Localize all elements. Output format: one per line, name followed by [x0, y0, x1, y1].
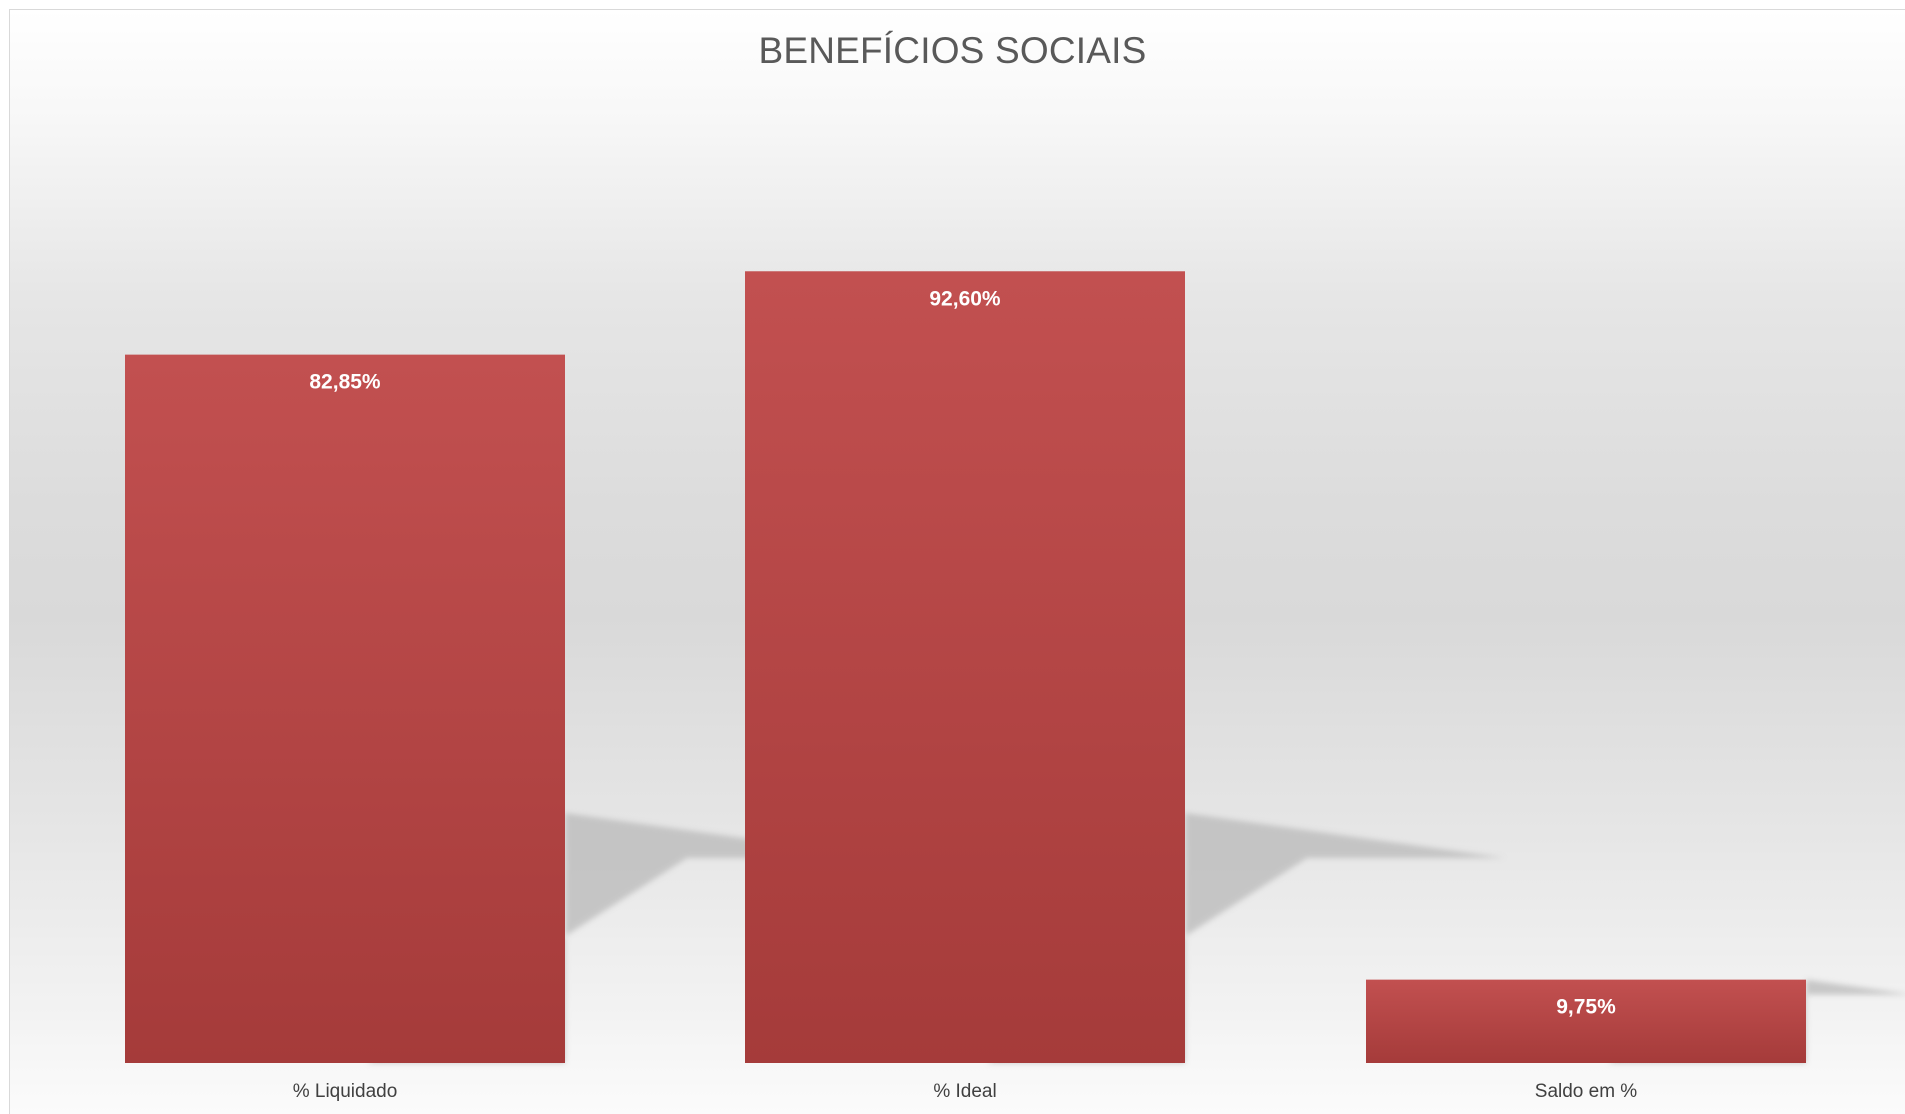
bar-liquidado [125, 354, 565, 1063]
data-label-liquidado: 82,85% [309, 371, 381, 394]
tick-label-saldo-em: Saldo em % [1535, 1081, 1638, 1102]
data-label-ideal: 92,60% [929, 287, 1001, 310]
tick-label-ideal: % Ideal [933, 1081, 996, 1102]
data-labels: 82,85% 92,60% 9,75% [309, 287, 1616, 1018]
category-axis: % Liquidado % Ideal Saldo em % [293, 1081, 1638, 1102]
data-label-saldo-em: 9,75% [1556, 996, 1616, 1019]
bar-ideal [745, 271, 1185, 1063]
bars [125, 271, 1806, 1063]
chart-title: BENEFÍCIOS SOCIAIS [758, 30, 1147, 71]
tick-label-liquidado: % Liquidado [293, 1081, 398, 1102]
bar-saldo-em [1366, 979, 1806, 1063]
